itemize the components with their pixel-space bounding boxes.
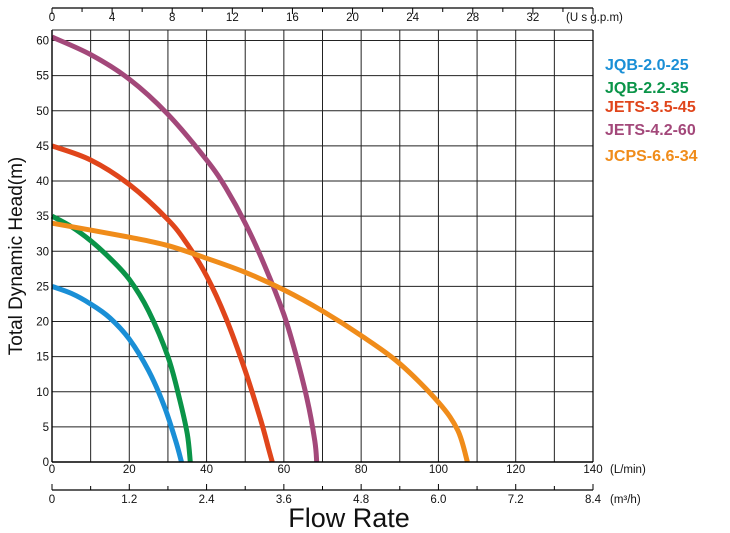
legend-entry: JETS-3.5-45 [605,99,696,116]
m3h-tick-label: 0 [49,494,55,506]
curve-jcps-6-6-34 [51,220,470,463]
grid [52,29,593,462]
top-tick-label: 16 [286,12,299,24]
lmin-tick-label: 80 [355,464,368,476]
top-tick-label: 24 [406,12,419,24]
y-tick-label: 40 [36,176,49,188]
y-tick-label: 45 [36,141,49,153]
m3h-tick-label: 2.4 [199,494,216,506]
y-tick-label: 10 [36,387,49,399]
curve-jqb-2-2-35 [50,213,193,463]
top-tick-label: 32 [526,12,539,24]
y-axis-label: Total Dynamic Head(m) [6,157,27,356]
y-tick-label: 50 [36,106,49,118]
m3h-tick-label: 7.2 [508,494,524,506]
lmin-tick-label: 120 [506,464,525,476]
legend: JQB-2.0-25 JQB-2.2-35 JETS-3.5-45 JETS-4.2-… [605,57,698,165]
legend-entry: JETS-4.2-60 [605,122,696,139]
m3h-tick-label: 6.0 [430,494,446,506]
legend-entry: JQB-2.0-25 [605,57,689,74]
top-tick-label: 12 [226,12,239,24]
lmin-tick-label: 40 [200,464,213,476]
tick-labels: 0 4 8 12 16 20 24 28 32 0 1.2 2.4 3.6 4.8 6.0 7.2 8.4 0 20… [36,12,602,506]
lmin-tick-label: 20 [123,464,136,476]
top-tick-label: 0 [49,12,55,24]
curve-jets-4-2-60 [50,34,320,463]
top-tick-label: 8 [169,12,175,24]
lmin-tick-label: 140 [583,464,602,476]
bottom-axis-unit-m3h: (m³/h) [610,494,641,506]
legend-entry: JCPS-6.6-34 [605,148,698,165]
m3h-tick-label: 1.2 [121,494,137,506]
y-tick-label: 0 [43,457,49,469]
top-tick-label: 28 [466,12,479,24]
bottom-axis-unit-lmin: (L/min) [610,464,646,476]
y-tick-label: 55 [36,71,49,83]
lmin-tick-label: 100 [429,464,448,476]
lmin-tick-label: 0 [49,464,55,476]
top-tick-label: 20 [346,12,359,24]
performance-curves [50,34,470,463]
top-tick-label: 4 [109,12,116,24]
y-tick-label: 35 [36,211,49,223]
curve-jets-3-5-45 [51,143,275,463]
m3h-tick-label: 8.4 [585,494,602,506]
y-tick-label: 25 [36,281,49,293]
y-tick-label: 60 [36,36,49,48]
y-tick-label: 20 [36,317,49,329]
lmin-tick-label: 60 [277,464,290,476]
x-axis-label: Flow Rate [288,503,410,533]
y-tick-label: 30 [36,246,49,258]
top-axis-unit: (U s g.p.m) [566,12,623,24]
curve-jqb-2-0-25 [51,284,184,463]
m3h-tick-label: 4.8 [353,494,369,506]
legend-entry: JQB-2.2-35 [605,80,689,97]
axes [51,7,594,491]
y-tick-label: 5 [43,422,49,434]
y-tick-label: 15 [36,352,49,364]
m3h-tick-label: 3.6 [276,494,292,506]
